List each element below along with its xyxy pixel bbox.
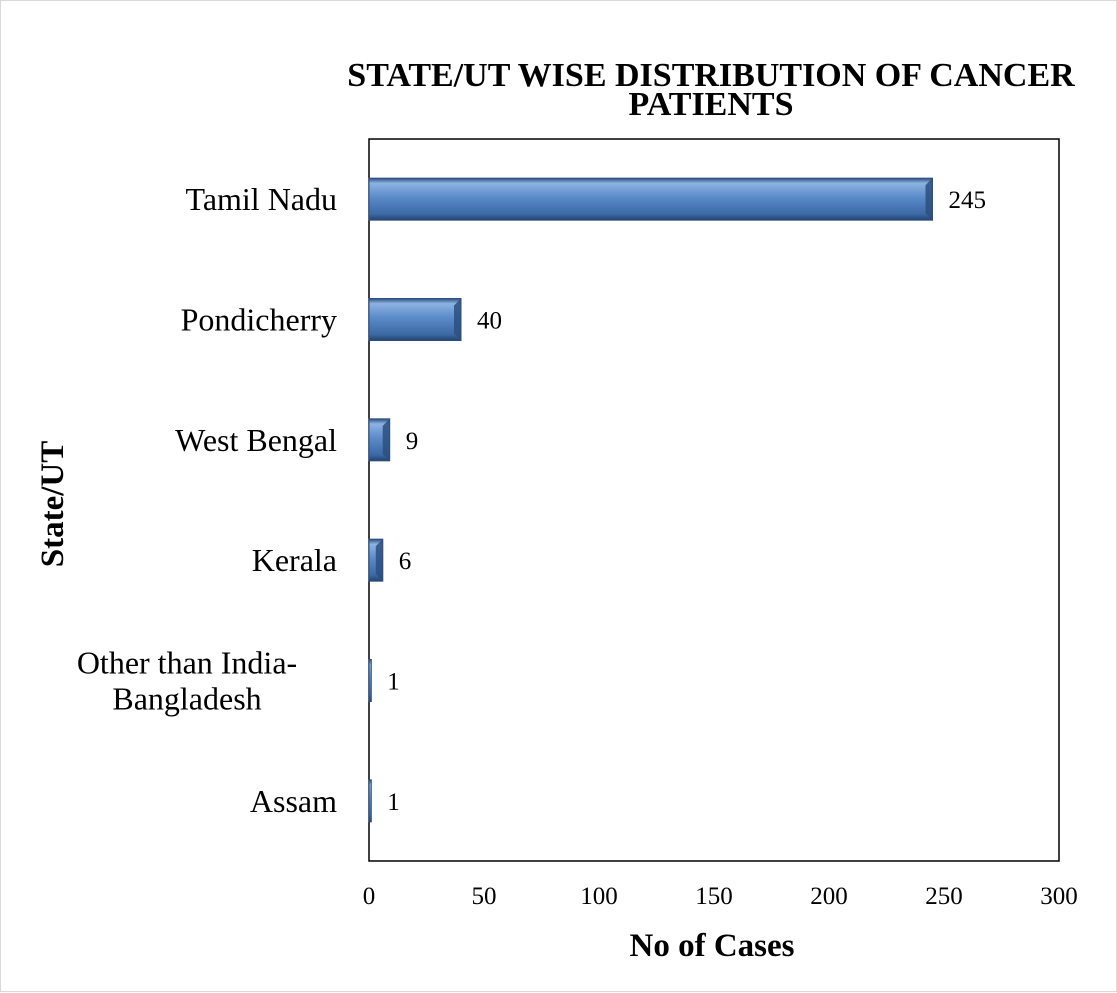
- x-tick-200: 200: [810, 883, 848, 910]
- bars: [368, 177, 933, 823]
- category-label-3: Kerala: [252, 542, 337, 578]
- x-tick-0: 0: [363, 883, 376, 910]
- bar-3-bevel: [375, 539, 383, 582]
- category-label-4-line-1: Bangladesh: [112, 681, 261, 717]
- chart-title: STATE/UT WISE DISTRIBUTION OF CANCER PAT…: [347, 57, 1075, 123]
- data-label-5: 1: [387, 789, 400, 816]
- chart-title-line-2: PATIENTS: [628, 86, 793, 123]
- bar-2: [368, 418, 391, 462]
- bar-0-body: [368, 177, 933, 221]
- bar-0-bevel: [925, 178, 933, 221]
- data-label-0: 245: [949, 187, 987, 214]
- data-label-1: 40: [477, 308, 502, 335]
- bar-1-body: [368, 298, 462, 341]
- bar-1-bevel: [454, 298, 461, 341]
- x-tick-labels: 0 50 100 150 200 250 300: [363, 883, 1078, 910]
- x-tick-300: 300: [1040, 883, 1078, 910]
- data-label-4: 1: [387, 669, 400, 696]
- bar-1: [368, 298, 462, 341]
- plot-area: [368, 138, 1060, 862]
- category-label-5: Assam: [250, 783, 337, 819]
- x-tick-50: 50: [472, 883, 497, 910]
- x-tick-150: 150: [695, 883, 733, 910]
- category-labels: Tamil Nadu Pondicherry West Bengal Kerala Ot…: [77, 181, 337, 819]
- x-tick-100: 100: [580, 883, 618, 910]
- category-label-2: West Bengal: [175, 422, 337, 458]
- bar-4: [368, 659, 372, 702]
- bar-3: [368, 538, 384, 582]
- data-label-2: 9: [406, 428, 419, 455]
- bar-5-body: [368, 779, 372, 823]
- data-labels: 245 40 9 6 1 1: [387, 187, 986, 816]
- bar-0: [368, 177, 933, 221]
- category-label-1: Pondicherry: [181, 302, 337, 338]
- bar-2-bevel: [382, 418, 390, 461]
- x-tick-250: 250: [925, 883, 963, 910]
- bar-5: [368, 779, 372, 823]
- chart-title-line-1: STATE/UT WISE DISTRIBUTION OF CANCER: [347, 57, 1075, 94]
- x-axis-title: No of Cases: [630, 928, 795, 964]
- data-label-3: 6: [399, 548, 412, 575]
- category-label-0: Tamil Nadu: [186, 181, 338, 217]
- bar-4-body: [368, 659, 372, 702]
- category-label-4-line-0: Other than India-: [77, 645, 297, 681]
- y-axis-title: State/UT: [35, 441, 71, 568]
